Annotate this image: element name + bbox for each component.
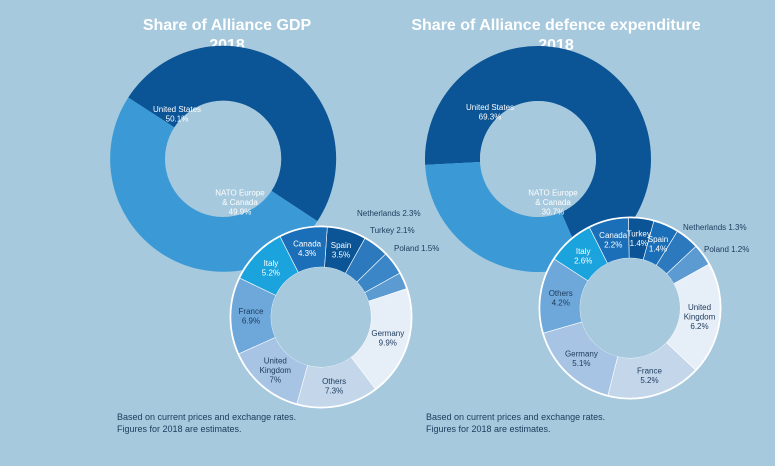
label-france-value: 6.9%: [242, 317, 260, 326]
outer-donut-hole: [480, 101, 596, 217]
label-others-name: Others: [322, 377, 346, 386]
label-nato-europe-canada-name: NATO Europe: [528, 188, 578, 197]
label-germany-value: 5.1%: [572, 359, 590, 368]
label-germany-name: Germany: [371, 329, 404, 338]
defence-title-line1: Share of Alliance defence expenditure: [411, 17, 701, 34]
label-united-states-value: 69.3%: [479, 113, 502, 122]
label-nato-europe-canada-name: & Canada: [535, 198, 571, 207]
breakdown-donut-hole: [271, 267, 371, 367]
outer-donut-hole: [165, 101, 281, 217]
gdp-note-line2: Figures for 2018 are estimates.: [117, 424, 242, 434]
label-united-states-value: 50.1%: [166, 115, 189, 124]
label-poland: Poland 1.5%: [394, 244, 439, 253]
label-france-name: France: [637, 366, 662, 375]
defence-chart-note: Based on current prices and exchange rat…: [426, 411, 605, 435]
label-nato-europe-canada-value: 30.7%: [542, 207, 565, 216]
label-others-name: Others: [549, 289, 573, 298]
gdp-chart-note: Based on current prices and exchange rat…: [117, 411, 296, 435]
label-spain-name: Spain: [648, 235, 668, 244]
label-united-kingdom-value: 6.2%: [690, 322, 708, 331]
breakdown-donut-hole: [580, 258, 680, 358]
label-united-kingdom-name: United: [264, 356, 287, 365]
label-others-value: 7.3%: [325, 386, 343, 395]
label-united-kingdom-name: Kingdom: [684, 313, 716, 322]
label-spain-name: Spain: [331, 241, 351, 250]
label-netherlands: Netherlands 1.3%: [683, 223, 747, 232]
label-united-states-name: United States: [153, 105, 201, 114]
label-spain-value: 1.4%: [649, 244, 667, 253]
label-canada-name: Canada: [599, 231, 628, 240]
label-germany-value: 9.9%: [379, 338, 397, 347]
label-united-kingdom-name: Kingdom: [260, 366, 292, 375]
label-germany-name: Germany: [565, 349, 598, 358]
slice-canada: [279, 226, 328, 273]
label-italy-value: 5.2%: [262, 269, 280, 278]
label-nato-europe-canada-name: & Canada: [222, 198, 258, 207]
slice-nato-europe-canada: [110, 97, 318, 272]
label-canada-name: Canada: [293, 240, 322, 249]
slice-united-states: [128, 45, 337, 222]
label-turkey-name: Turkey: [627, 230, 651, 239]
label-spain-value: 3.5%: [332, 251, 350, 260]
label-united-kingdom-value: 7%: [270, 375, 282, 384]
label-canada-value: 2.2%: [604, 241, 622, 250]
label-united-states-name: United States: [466, 103, 514, 112]
label-poland: Poland 1.2%: [704, 245, 749, 254]
label-france-value: 5.2%: [640, 376, 658, 385]
label-nato-europe-canada-name: NATO Europe: [215, 188, 265, 197]
label-italy-value: 2.6%: [574, 257, 592, 266]
label-france-name: France: [239, 307, 264, 316]
slice-united-states: [424, 45, 651, 263]
label-netherlands: Netherlands 2.3%: [357, 209, 421, 218]
slice-nato-europe-canada: [425, 162, 584, 272]
gdp-note-line1: Based on current prices and exchange rat…: [117, 412, 297, 422]
label-canada-value: 4.3%: [298, 249, 316, 258]
defence-note-line1: Based on current prices and exchange rat…: [426, 412, 606, 422]
defence-note-line2: Figures for 2018 are estimates.: [426, 424, 551, 434]
label-nato-europe-canada-value: 49.9%: [229, 207, 252, 216]
gdp-title-line1: Share of Alliance GDP: [142, 17, 312, 34]
label-united-kingdom-name: United: [688, 303, 711, 312]
label-turkey-value: 1.4%: [630, 239, 648, 248]
label-italy-name: Italy: [264, 259, 279, 268]
label-others-value: 4.2%: [552, 298, 570, 307]
label-turkey: Turkey 2.1%: [370, 226, 415, 235]
label-italy-name: Italy: [576, 247, 591, 256]
